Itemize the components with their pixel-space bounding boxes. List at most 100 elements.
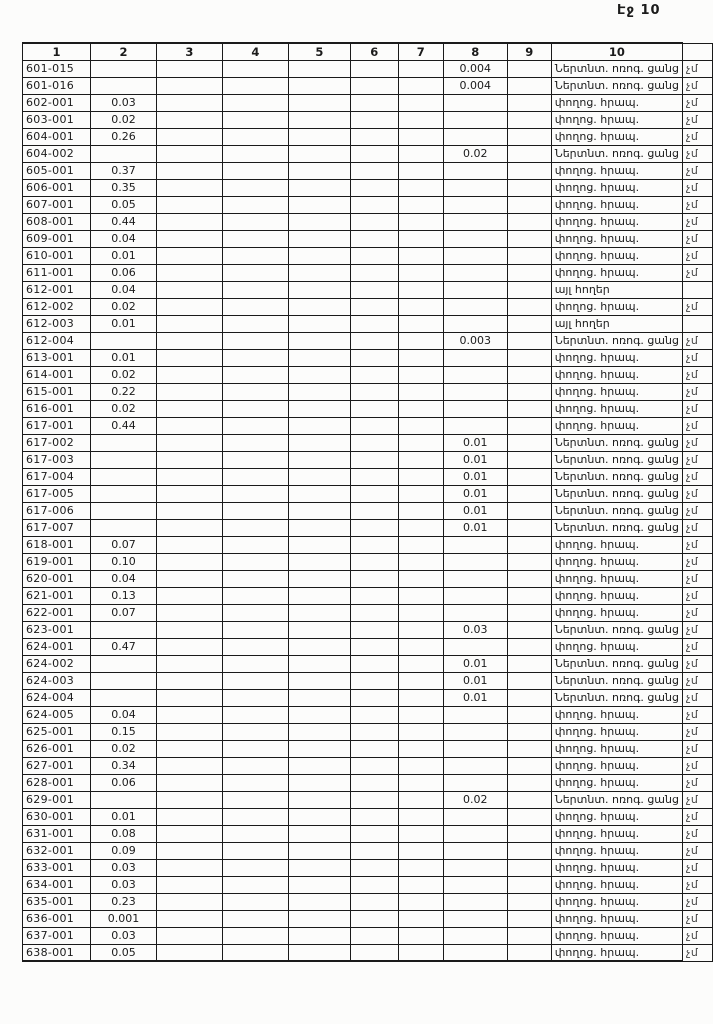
land-type-cell: Ներտնտ. ոռոգ. ցանց [550, 467, 683, 486]
empty-cell [221, 229, 289, 248]
empty-cell [397, 705, 444, 724]
table-row: 630-001 0.01 փողոց. հրապ. չմ [22, 807, 713, 826]
empty-cell [155, 586, 223, 605]
area-value-cell: 0.04 [89, 705, 157, 724]
empty-cell [397, 314, 444, 333]
empty-cell [506, 59, 552, 78]
empty-cell [155, 331, 223, 350]
empty-cell [506, 518, 552, 537]
empty-cell [397, 297, 444, 316]
table-row: 605-001 0.37 փողոց. հրապ. չմ [22, 161, 713, 180]
empty-cell [397, 773, 444, 792]
empty-cell [397, 620, 444, 639]
empty-cell [221, 773, 289, 792]
parcel-code-cell: 603-001 [22, 110, 91, 129]
parcel-code-cell: 617-003 [22, 450, 91, 469]
margin-note: չմ [681, 127, 713, 146]
secondary-value-cell [442, 348, 508, 367]
table-row: 604-001 0.26 փողոց. հրապ. չմ [22, 127, 713, 146]
margin-note: չմ [681, 518, 713, 537]
empty-cell [287, 331, 351, 350]
empty-cell [221, 603, 289, 622]
margin-note: չմ [681, 926, 713, 945]
empty-cell [397, 841, 444, 860]
empty-cell [506, 127, 552, 146]
margin-note: չմ [681, 501, 713, 520]
table-row: 614-001 0.02 փողոց. հրապ. չմ [22, 365, 713, 384]
secondary-value-cell [442, 586, 508, 605]
empty-cell [287, 671, 351, 690]
land-type-cell: Ներտնտ. ոռոգ. ցանց [550, 790, 683, 809]
empty-cell [349, 416, 399, 435]
empty-cell [506, 586, 552, 605]
empty-cell [397, 824, 444, 843]
area-value-cell: 0.02 [89, 739, 157, 758]
empty-cell [221, 416, 289, 435]
margin-note: չմ [681, 637, 713, 656]
area-value-cell: 0.04 [89, 569, 157, 588]
land-type-cell: փողոց. հրապ. [550, 127, 683, 146]
area-value-cell: 0.02 [89, 110, 157, 129]
empty-cell [155, 875, 223, 894]
empty-cell [349, 943, 399, 962]
empty-cell [349, 110, 399, 129]
table-row: 617-007 0.01 Ներտնտ. ոռոգ. ցանց չմ [22, 518, 713, 537]
empty-cell [349, 178, 399, 197]
area-value-cell: 0.03 [89, 926, 157, 945]
empty-cell [287, 178, 351, 197]
empty-cell [349, 127, 399, 146]
empty-cell [349, 484, 399, 503]
table-row: 629-001 0.02 Ներտնտ. ոռոգ. ցանց չմ [22, 790, 713, 809]
empty-cell [155, 76, 223, 95]
empty-cell [506, 773, 552, 792]
area-value-cell: 0.35 [89, 178, 157, 197]
table-row: 617-004 0.01 Ներտնտ. ոռոգ. ցանց չմ [22, 467, 713, 486]
secondary-value-cell [442, 705, 508, 724]
empty-cell [155, 382, 223, 401]
empty-cell [397, 399, 444, 418]
area-value-cell: 0.07 [89, 603, 157, 622]
empty-cell [221, 382, 289, 401]
secondary-value-cell: 0.01 [442, 467, 508, 486]
table-row: 613-001 0.01 փողոց. հրապ. չմ [22, 348, 713, 367]
land-type-cell: փողոց. հրապ. [550, 552, 683, 571]
empty-cell [287, 501, 351, 520]
empty-cell [221, 858, 289, 877]
empty-cell [221, 756, 289, 775]
empty-cell [506, 144, 552, 163]
empty-cell [506, 756, 552, 775]
empty-cell [287, 212, 351, 231]
empty-cell [349, 501, 399, 520]
empty-cell [349, 926, 399, 945]
land-type-cell: փողոց. հրապ. [550, 943, 683, 962]
empty-cell [349, 875, 399, 894]
empty-cell [349, 824, 399, 843]
area-value-cell [89, 688, 157, 707]
parcel-code-cell: 635-001 [22, 892, 91, 911]
empty-cell [349, 93, 399, 112]
empty-cell [349, 807, 399, 826]
margin-note: չմ [681, 212, 713, 231]
parcel-code-cell: 604-001 [22, 127, 91, 146]
parcel-code-cell: 626-001 [22, 739, 91, 758]
parcel-code-cell: 618-001 [22, 535, 91, 554]
empty-cell [506, 433, 552, 452]
area-value-cell: 0.02 [89, 365, 157, 384]
empty-cell [155, 722, 223, 741]
column-header-6: 6 [349, 42, 399, 61]
margin-note: չմ [681, 654, 713, 673]
empty-cell [221, 110, 289, 129]
table-row: 617-003 0.01 Ներտնտ. ոռոգ. ցանց չմ [22, 450, 713, 469]
empty-cell [221, 467, 289, 486]
land-type-cell: փողոց. հրապ. [550, 161, 683, 180]
table-row: 601-015 0.004 Ներտնտ. ոռոգ. ցանց չմ [22, 59, 713, 78]
parcel-code-cell: 617-001 [22, 416, 91, 435]
empty-cell [397, 892, 444, 911]
parcel-code-cell: 622-001 [22, 603, 91, 622]
empty-cell [506, 909, 552, 928]
margin-note: չմ [681, 59, 713, 78]
margin-note: չմ [681, 144, 713, 163]
area-value-cell: 0.03 [89, 93, 157, 112]
empty-cell [287, 773, 351, 792]
empty-cell [349, 399, 399, 418]
